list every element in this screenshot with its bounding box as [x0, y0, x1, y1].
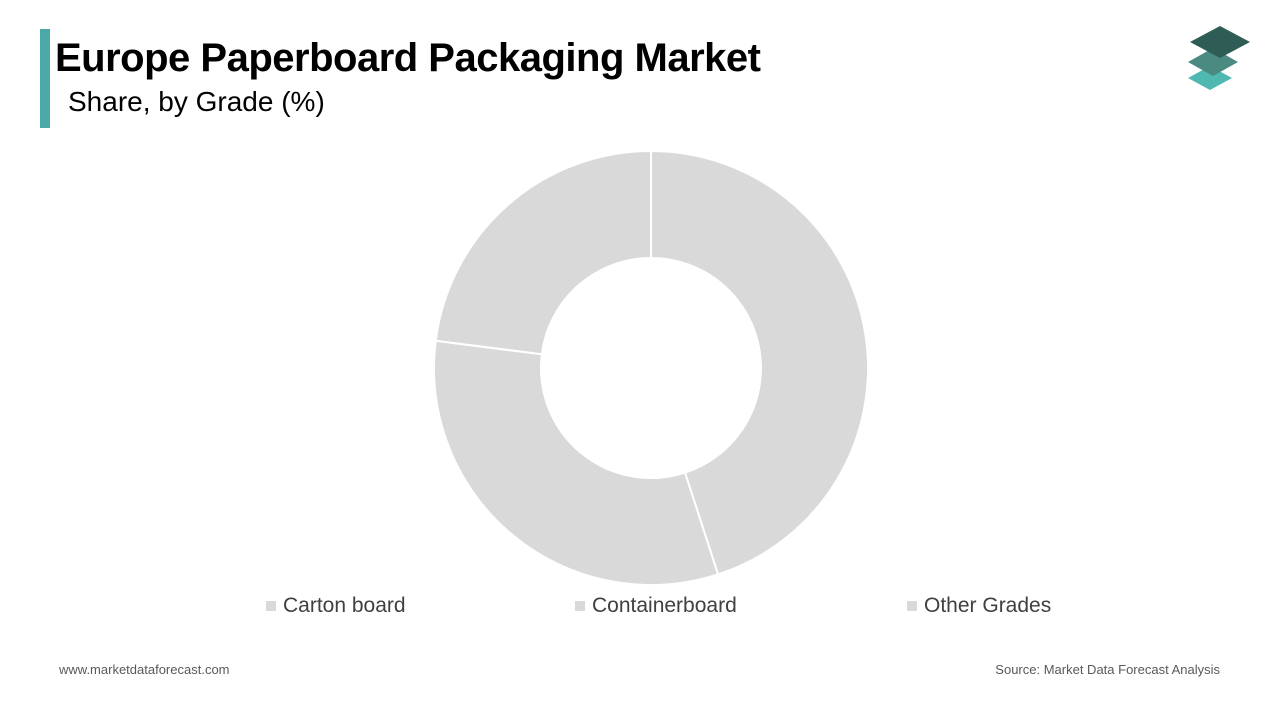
chart-title: Europe Paperboard Packaging Market — [55, 36, 761, 80]
legend-item-containerboard: Containerboard — [575, 594, 737, 618]
legend-item-carton-board: Carton board — [266, 594, 406, 618]
source-note: Source: Market Data Forecast Analysis — [995, 662, 1220, 677]
logo-layer-bottom — [1188, 66, 1232, 90]
chart-subtitle: Share, by Grade (%) — [68, 86, 325, 117]
legend-swatch-other-grades — [907, 601, 917, 611]
website-url: www.marketdataforecast.com — [59, 662, 230, 677]
legend-swatch-containerboard — [575, 601, 585, 611]
title-accent-bar — [40, 29, 50, 128]
donut-slice-carton-board — [650, 149, 869, 576]
logo-layer-top — [1190, 26, 1250, 58]
donut-slice-containerboard — [433, 339, 720, 586]
donut-slice-other-grades — [434, 149, 652, 356]
legend-swatch-carton-board — [266, 601, 276, 611]
legend-item-other-grades: Other Grades — [907, 594, 1051, 618]
legend-label-containerboard: Containerboard — [592, 594, 737, 617]
legend-label-carton-board: Carton board — [283, 594, 406, 617]
legend-label-other-grades: Other Grades — [924, 594, 1052, 617]
stacked-layers-logo-icon — [1188, 26, 1250, 90]
